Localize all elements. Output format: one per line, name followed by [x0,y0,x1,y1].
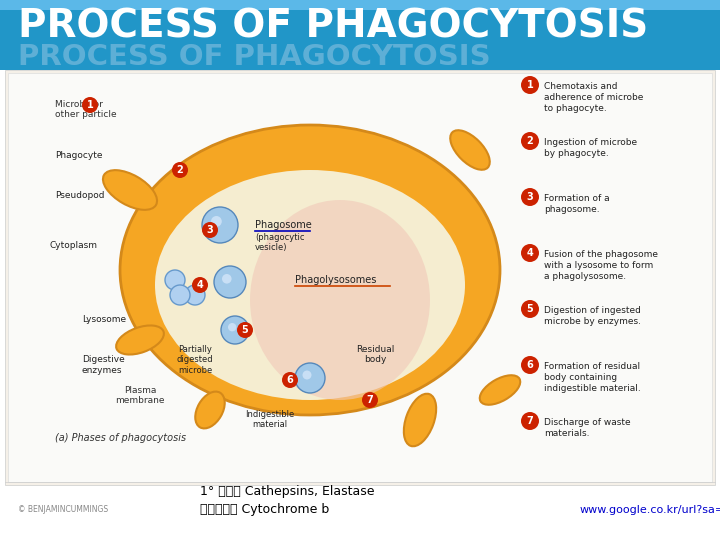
Circle shape [521,132,539,150]
FancyBboxPatch shape [0,0,720,10]
Text: PROCESS OF PHAGOCYTOSIS: PROCESS OF PHAGOCYTOSIS [18,43,490,71]
Text: 6: 6 [287,375,293,385]
Text: PROCESS OF PHAGOCYTOSIS: PROCESS OF PHAGOCYTOSIS [18,8,648,45]
Text: 3: 3 [207,225,213,235]
Text: (a) Phases of phagocytosis: (a) Phases of phagocytosis [55,433,186,443]
Text: 1° 과립： Cathepsins, Elastase: 1° 과립： Cathepsins, Elastase [200,485,374,498]
Ellipse shape [155,170,465,400]
Circle shape [82,97,98,113]
Circle shape [222,274,232,284]
Text: 7: 7 [526,416,534,426]
Text: 5: 5 [242,325,248,335]
Ellipse shape [250,200,430,400]
Circle shape [521,412,539,430]
Circle shape [521,76,539,94]
Text: Chemotaxis and
adherence of microbe
to phagocyte.: Chemotaxis and adherence of microbe to p… [544,82,644,113]
Text: Partially
digested
microbe: Partially digested microbe [176,345,213,375]
Text: Pseudopod: Pseudopod [55,191,104,199]
Text: 2: 2 [526,136,534,146]
Circle shape [221,316,249,344]
Circle shape [228,323,236,332]
FancyBboxPatch shape [5,70,715,485]
Ellipse shape [404,394,436,446]
Text: 4: 4 [197,280,203,290]
Circle shape [185,285,205,305]
Text: 6: 6 [526,360,534,370]
Text: Microbe or
other particle: Microbe or other particle [55,100,117,119]
Text: Discharge of waste
materials.: Discharge of waste materials. [544,418,631,438]
Text: 2: 2 [176,165,184,175]
Circle shape [202,222,218,238]
Circle shape [521,356,539,374]
Text: Phagocyte: Phagocyte [55,151,102,159]
Text: Plasma
membrane: Plasma membrane [115,386,165,405]
Circle shape [172,162,188,178]
Text: (phagocytic
vesicle): (phagocytic vesicle) [255,233,305,252]
Text: Phagolysosomes: Phagolysosomes [295,275,377,285]
Circle shape [192,277,208,293]
Circle shape [521,300,539,318]
Text: 분비과립： Cytochrome b: 분비과립： Cytochrome b [200,503,329,516]
FancyBboxPatch shape [8,73,712,482]
Circle shape [295,363,325,393]
Circle shape [302,370,312,380]
Circle shape [202,207,238,243]
Text: 1: 1 [526,80,534,90]
Text: 7: 7 [366,395,374,405]
Ellipse shape [195,392,225,428]
Text: Digestion of ingested
microbe by enzymes.: Digestion of ingested microbe by enzymes… [544,306,641,326]
Text: 4: 4 [526,248,534,258]
Ellipse shape [120,125,500,415]
Text: Cytoplasm: Cytoplasm [50,240,98,249]
Circle shape [211,216,222,227]
Text: Formation of a
phagosome.: Formation of a phagosome. [544,194,610,214]
Text: www.google.co.kr/url?sa=i&rc: www.google.co.kr/url?sa=i&rc [580,505,720,515]
Ellipse shape [103,170,157,210]
Text: Phagosome: Phagosome [255,220,312,230]
Text: 1: 1 [86,100,94,110]
Text: Lysosome: Lysosome [82,315,126,325]
Circle shape [362,392,378,408]
Text: © BENJAMINCUMMINGS: © BENJAMINCUMMINGS [18,505,108,515]
FancyBboxPatch shape [0,0,720,70]
Circle shape [165,270,185,290]
Circle shape [214,266,246,298]
Text: Digestive
enzymes: Digestive enzymes [82,355,125,375]
Text: Fusion of the phagosome
with a lysosome to form
a phagolysosome.: Fusion of the phagosome with a lysosome … [544,250,658,281]
Text: 5: 5 [526,304,534,314]
Text: Ingestion of microbe
by phagocyte.: Ingestion of microbe by phagocyte. [544,138,637,158]
Text: 3: 3 [526,192,534,202]
Text: Residual
body: Residual body [356,345,394,364]
Text: Indigestible
material: Indigestible material [246,410,294,429]
Circle shape [282,372,298,388]
Circle shape [521,244,539,262]
Circle shape [521,188,539,206]
Text: Formation of residual
body containing
indigestible material.: Formation of residual body containing in… [544,362,641,393]
Circle shape [237,322,253,338]
Ellipse shape [450,130,490,170]
Ellipse shape [116,326,164,355]
Ellipse shape [480,375,521,405]
Circle shape [170,285,190,305]
